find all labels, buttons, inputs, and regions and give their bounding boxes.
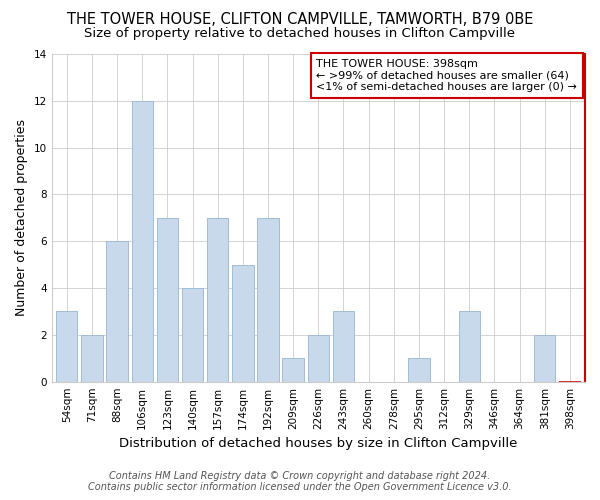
X-axis label: Distribution of detached houses by size in Clifton Campville: Distribution of detached houses by size … xyxy=(119,437,518,450)
Bar xyxy=(333,312,354,382)
Bar xyxy=(182,288,203,382)
Bar xyxy=(232,264,254,382)
Text: THE TOWER HOUSE: 398sqm
← >99% of detached houses are smaller (64)
<1% of semi-d: THE TOWER HOUSE: 398sqm ← >99% of detach… xyxy=(316,59,577,92)
Bar xyxy=(207,218,229,382)
Bar xyxy=(106,241,128,382)
Bar xyxy=(283,358,304,382)
Text: Contains HM Land Registry data © Crown copyright and database right 2024.
Contai: Contains HM Land Registry data © Crown c… xyxy=(88,471,512,492)
Text: Size of property relative to detached houses in Clifton Campville: Size of property relative to detached ho… xyxy=(85,28,515,40)
Bar xyxy=(56,312,77,382)
Bar xyxy=(458,312,480,382)
Y-axis label: Number of detached properties: Number of detached properties xyxy=(15,120,28,316)
Bar xyxy=(534,335,556,382)
Bar xyxy=(308,335,329,382)
Bar xyxy=(157,218,178,382)
Bar xyxy=(81,335,103,382)
Bar xyxy=(408,358,430,382)
Text: THE TOWER HOUSE, CLIFTON CAMPVILLE, TAMWORTH, B79 0BE: THE TOWER HOUSE, CLIFTON CAMPVILLE, TAMW… xyxy=(67,12,533,28)
Bar xyxy=(257,218,279,382)
Bar xyxy=(131,101,153,382)
